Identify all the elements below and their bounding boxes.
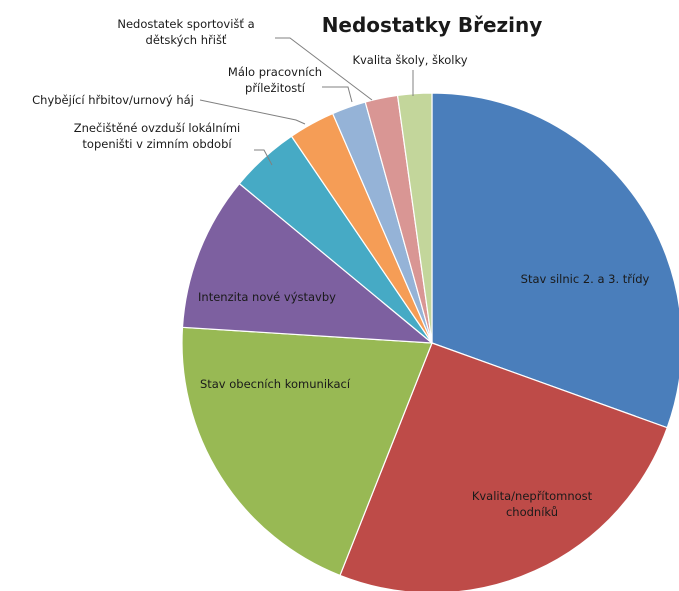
slice-label-5: Znečištěné ovzduší lokálními topeništi v … (74, 121, 240, 151)
slice-label-2: Kvalita/nepřítomnost chodníků (472, 489, 593, 519)
slice-label-7: Málo pracovních příležitostí (228, 65, 322, 95)
pie-slice-4 (181, 182, 434, 344)
leader-line-7 (322, 86, 353, 103)
slice-label-6: Chybějící hřbitov/urnový háj (32, 93, 194, 107)
leader-line-6 (199, 99, 306, 125)
slice-label-8: Nedostatek sportovišť a dětských hřišť (117, 17, 254, 47)
leader-line-5 (254, 149, 273, 166)
slice-label-9: Kvalita školy, školky (352, 53, 467, 67)
pie-slices (181, 92, 679, 591)
leader-line-8 (275, 37, 373, 101)
slice-label-1: Stav silnic 2. a 3. třídy (521, 272, 650, 286)
slice-label-3: Stav obecních komunikací (200, 377, 351, 391)
slice-labels: Stav silnic 2. a 3. třídy Kvalita/nepříto… (32, 17, 649, 519)
chart-title: Nedostatky Březiny (322, 13, 543, 37)
pie-slice-1 (431, 92, 679, 429)
pie-slice-2 (339, 342, 668, 591)
leader-lines (199, 37, 414, 166)
pie-slice-3 (181, 326, 433, 577)
slice-label-4: Intenzita nové výstavby (198, 290, 336, 304)
pie-slice-9 (396, 92, 433, 344)
